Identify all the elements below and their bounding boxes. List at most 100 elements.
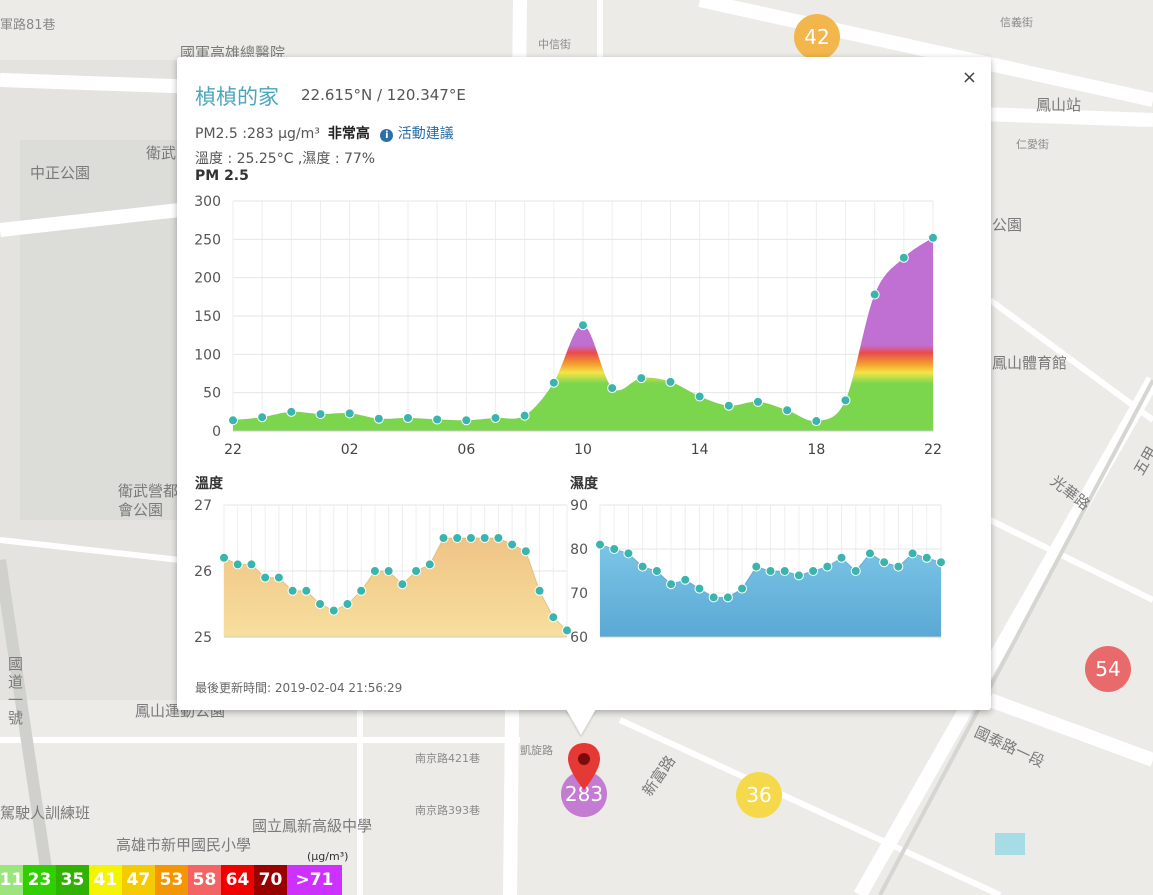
data-point: [548, 612, 559, 623]
map-label: 國道一號: [8, 655, 24, 727]
data-point: [765, 566, 776, 576]
data-point: [369, 566, 380, 576]
info-icon: i: [380, 129, 394, 142]
data-point: [260, 572, 271, 583]
legend-unit: (μg/m³): [307, 850, 349, 863]
data-point: [751, 561, 762, 572]
data-point: [607, 383, 618, 394]
pm-level: 非常高: [327, 126, 370, 142]
legend-cell: 35: [56, 865, 89, 895]
x-tick-label: 14: [691, 442, 709, 458]
data-point: [286, 406, 297, 417]
x-tick-label: 06: [457, 442, 475, 458]
data-point: [356, 585, 367, 596]
map-label: 南京路393巷: [415, 804, 480, 817]
data-point: [779, 566, 790, 576]
data-point: [609, 544, 620, 554]
y-tick-label: 150: [194, 309, 221, 325]
data-point: [562, 625, 572, 636]
data-point: [651, 566, 662, 576]
advice-link[interactable]: i 活動建議: [380, 126, 454, 142]
y-tick-label: 26: [194, 564, 212, 580]
data-point: [840, 395, 851, 406]
data-point: [782, 405, 793, 416]
data-point: [534, 585, 545, 596]
station-title: 楨楨的家: [195, 85, 279, 109]
data-point: [246, 559, 257, 570]
aqi-marker[interactable]: 42: [794, 14, 840, 60]
y-tick-label: 100: [194, 347, 221, 363]
data-point: [548, 377, 559, 388]
station-coords: 22.615°N / 120.347°E: [301, 86, 466, 104]
data-point: [519, 410, 530, 421]
data-point: [836, 552, 847, 563]
data-point: [822, 561, 833, 572]
data-point: [808, 566, 819, 576]
data-point: [315, 599, 326, 609]
data-point: [723, 400, 734, 411]
y-tick-label: 60: [570, 630, 588, 645]
x-tick-label: 10: [574, 442, 592, 458]
series-area: [233, 237, 933, 431]
y-tick-label: 0: [212, 424, 221, 440]
data-point: [637, 561, 648, 572]
data-point: [898, 252, 909, 263]
popup-pointer: [566, 709, 596, 735]
aqi-marker[interactable]: 54: [1085, 646, 1131, 692]
data-point: [479, 533, 490, 543]
legend-cell: 41: [89, 865, 122, 895]
data-point: [722, 592, 733, 603]
last-updated: 最後更新時間: 2019-02-04 21:56:29: [195, 681, 403, 695]
pm-value: PM2.5 :283 μg/m³: [195, 126, 320, 142]
y-tick-label: 300: [194, 194, 221, 210]
y-tick-label: 250: [194, 232, 221, 248]
data-point: [737, 583, 748, 594]
humid-chart: 60 70 80 90: [570, 498, 946, 645]
map-label: 衛武營都會公園: [118, 482, 179, 519]
aqi-marker[interactable]: 36: [736, 772, 782, 818]
map-pin-icon[interactable]: [567, 742, 601, 792]
map-label: 中信街: [538, 38, 571, 51]
data-point: [753, 396, 763, 407]
data-point: [411, 566, 422, 576]
legend-cell: 23: [23, 865, 56, 895]
legend-cell: 58: [188, 865, 221, 895]
data-point: [328, 605, 339, 616]
legend-cell: 64: [221, 865, 254, 895]
data-point: [438, 533, 449, 543]
data-point: [344, 408, 355, 419]
close-icon[interactable]: ×: [961, 67, 977, 88]
data-point: [907, 548, 918, 559]
y-tick-label: 90: [570, 498, 588, 514]
legend-cell: 53: [155, 865, 188, 895]
data-point: [273, 572, 284, 583]
data-point: [465, 533, 476, 543]
data-point: [578, 320, 588, 331]
marker-value: 54: [1095, 657, 1121, 681]
data-point: [461, 415, 472, 426]
map-label: 中正公園: [30, 164, 91, 182]
y-tick-label: 27: [194, 498, 212, 514]
data-point: [397, 579, 408, 590]
data-point: [424, 559, 435, 570]
temp-chart-title: 溫度: [195, 476, 223, 492]
data-point: [665, 376, 676, 387]
env-summary: 溫度 : 25.25°C ,濕度 : 77%: [195, 151, 376, 167]
map-label: 南京路421巷: [415, 752, 480, 765]
x-tick-label: 18: [807, 442, 825, 458]
data-point: [520, 546, 531, 557]
y-tick-label: 25: [194, 630, 212, 645]
data-point: [315, 409, 326, 420]
map-label: 國立鳳新高級中學: [252, 817, 373, 835]
data-point: [257, 412, 268, 423]
data-point: [864, 548, 875, 559]
data-point: [287, 585, 298, 596]
data-point: [928, 232, 938, 243]
x-tick-label: 22: [224, 442, 242, 458]
map-label: 鳳山站: [1036, 96, 1082, 114]
data-point: [219, 552, 229, 563]
data-point: [490, 412, 501, 423]
data-point: [228, 415, 238, 426]
